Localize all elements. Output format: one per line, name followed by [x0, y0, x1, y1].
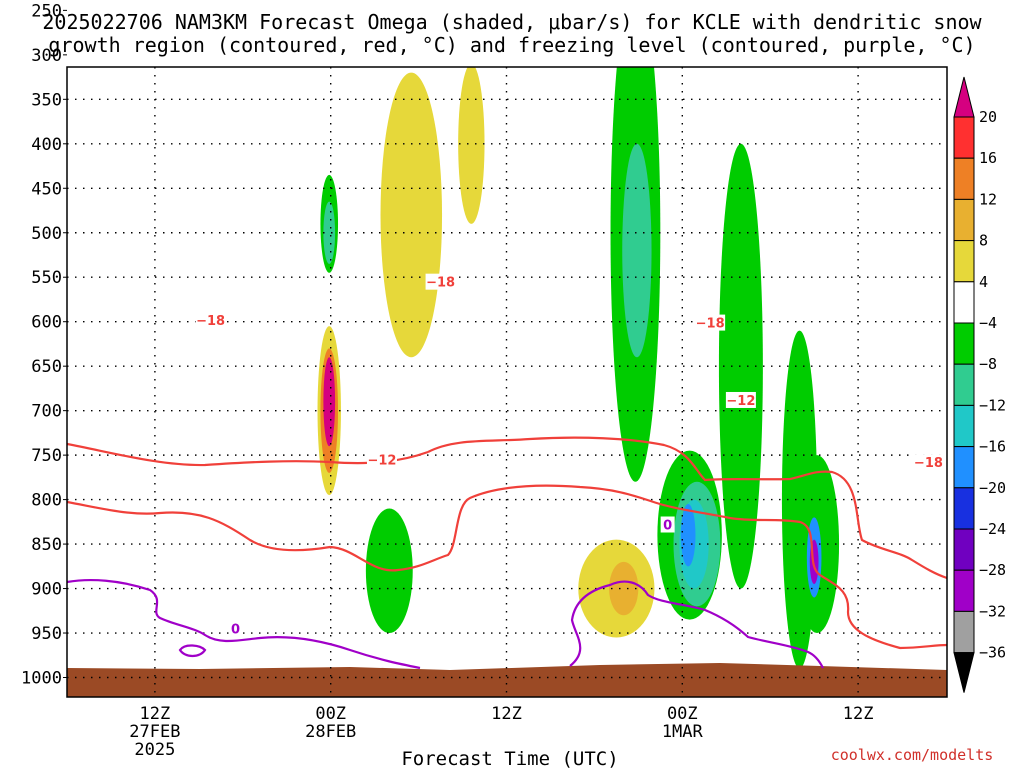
colorbar-label: −24 [979, 520, 1006, 538]
x-tick-label: 12Z [491, 704, 522, 724]
y-tick-label: 300 [31, 46, 62, 66]
y-tick-label: 950 [31, 624, 62, 644]
colorbar-label: 4 [979, 273, 988, 291]
y-tick-label: 650 [31, 357, 62, 377]
x-tick-label: 27FEB [129, 722, 180, 742]
freezing-contour-right [569, 580, 824, 669]
omega-region-8 [622, 143, 652, 358]
omega-region-12 [680, 504, 696, 567]
chart-title-line-2: growth region (contoured, red, °C) and f… [48, 33, 975, 57]
omega-region-6 [458, 67, 485, 224]
y-tick-label: 250 [31, 1, 62, 21]
y-tick-label: 550 [31, 268, 62, 288]
y-tick-label: 900 [31, 580, 62, 600]
freezing-level-contours [67, 578, 824, 670]
y-tick-label: 1000 [21, 669, 62, 689]
x-tick-label: 1MAR [662, 722, 704, 742]
freezing-contour-left [67, 578, 421, 670]
contour-label-bg [195, 311, 226, 328]
x-tick-label: 00Z [315, 704, 346, 724]
colorbar-label: −28 [979, 561, 1006, 579]
dgz-contour-lower [67, 484, 947, 650]
colorbar-label: −36 [979, 644, 1006, 662]
colorbar-swatch-11 [953, 528, 975, 571]
contour-label: −18 [196, 314, 225, 329]
colorbar-swatch-4 [953, 240, 975, 283]
y-tick-label: 600 [31, 313, 62, 333]
x-axis-title: Forecast Time (UTC) [401, 748, 618, 768]
contour-label: 0 [231, 623, 240, 638]
contour-label-bg [913, 454, 944, 471]
colorbar-label: 16 [979, 149, 997, 167]
y-tick-label: 750 [31, 446, 62, 466]
colorbar-swatch-6 [953, 322, 975, 365]
y-axis: 250 300 350 400 450 500 550 600 650 700 750 800 850 9… [21, 1, 67, 689]
contour-label-bg [725, 391, 756, 408]
colorbar-swatch-1 [953, 116, 975, 159]
surface-ground [67, 663, 947, 697]
credit-link[interactable]: coolwx.com/modelts [831, 746, 994, 764]
colorbar-swatch-13 [953, 610, 975, 654]
colorbar-label: −20 [979, 479, 1006, 497]
dgz-contour-upper-mid [427, 436, 947, 580]
colorbar: 20 16 12 8 4 −4 −8 −12 −16 −20 −24 −28 −32 −36 [953, 76, 1006, 693]
contour-label: −12 [367, 454, 396, 469]
colorbar-swatch-3 [953, 198, 975, 242]
y-tick-label: 500 [31, 224, 62, 244]
colorbar-label: −32 [979, 602, 1006, 620]
chart-title-line-1: 2025022706 NAM3KM Forecast Omega (shaded… [42, 10, 982, 34]
plot-frame [66, 66, 948, 698]
omega-region-4 [323, 357, 336, 447]
x-tick-label: 12Z [843, 704, 874, 724]
contour-labels: −18 −18 −18 −12 −12 −18 0 0 [195, 273, 944, 638]
colorbar-label: 20 [979, 108, 997, 126]
omega-region-13 [718, 143, 763, 589]
colorbar-label: −12 [979, 396, 1006, 414]
y-tick-label: 450 [31, 179, 62, 199]
contour-label: −18 [426, 276, 455, 291]
contour-label: −12 [726, 394, 755, 409]
omega-region-20 [609, 561, 639, 616]
y-tick-label: 700 [31, 402, 62, 422]
x-tick-label: 00Z [667, 704, 698, 724]
contour-label-bg [366, 451, 397, 468]
freezing-contour-loop [178, 644, 207, 658]
x-tick-label: 2025 [134, 740, 175, 760]
omega-region-1 [323, 201, 336, 264]
colorbar-swatch-9 [953, 446, 975, 489]
colorbar-swatch-2 [953, 157, 975, 200]
colorbar-label: 8 [979, 232, 988, 250]
contour-label-bg [695, 314, 726, 331]
x-tick-label: 28FEB [305, 722, 356, 742]
contour-label-bg [660, 516, 675, 533]
contour-label-bg [425, 273, 456, 290]
colorbar-label: −4 [979, 314, 997, 332]
omega-region-5 [380, 72, 443, 358]
colorbar-label: 12 [979, 190, 997, 208]
y-tick-label: 800 [31, 491, 62, 511]
y-tick-label: 350 [31, 90, 62, 110]
colorbar-swatch-7 [953, 363, 975, 406]
colorbar-swatch-5 [953, 281, 975, 324]
colorbar-swatch-8 [953, 404, 975, 448]
colorbar-swatch-12 [953, 569, 975, 612]
contour-label-bg [228, 620, 243, 637]
colorbar-bottom-arrow [953, 652, 975, 693]
pressure-gridlines [67, 67, 947, 697]
colorbar-swatch-10 [953, 487, 975, 530]
colorbar-label: −8 [979, 355, 997, 373]
y-tick-label: 850 [31, 535, 62, 555]
contour-label: 0 [663, 519, 672, 534]
contour-label: −18 [696, 317, 725, 332]
x-tick-label: 12Z [140, 704, 171, 724]
y-tick-label: 400 [31, 135, 62, 155]
colorbar-label: −16 [979, 438, 1006, 456]
contour-label: −18 [914, 456, 943, 471]
